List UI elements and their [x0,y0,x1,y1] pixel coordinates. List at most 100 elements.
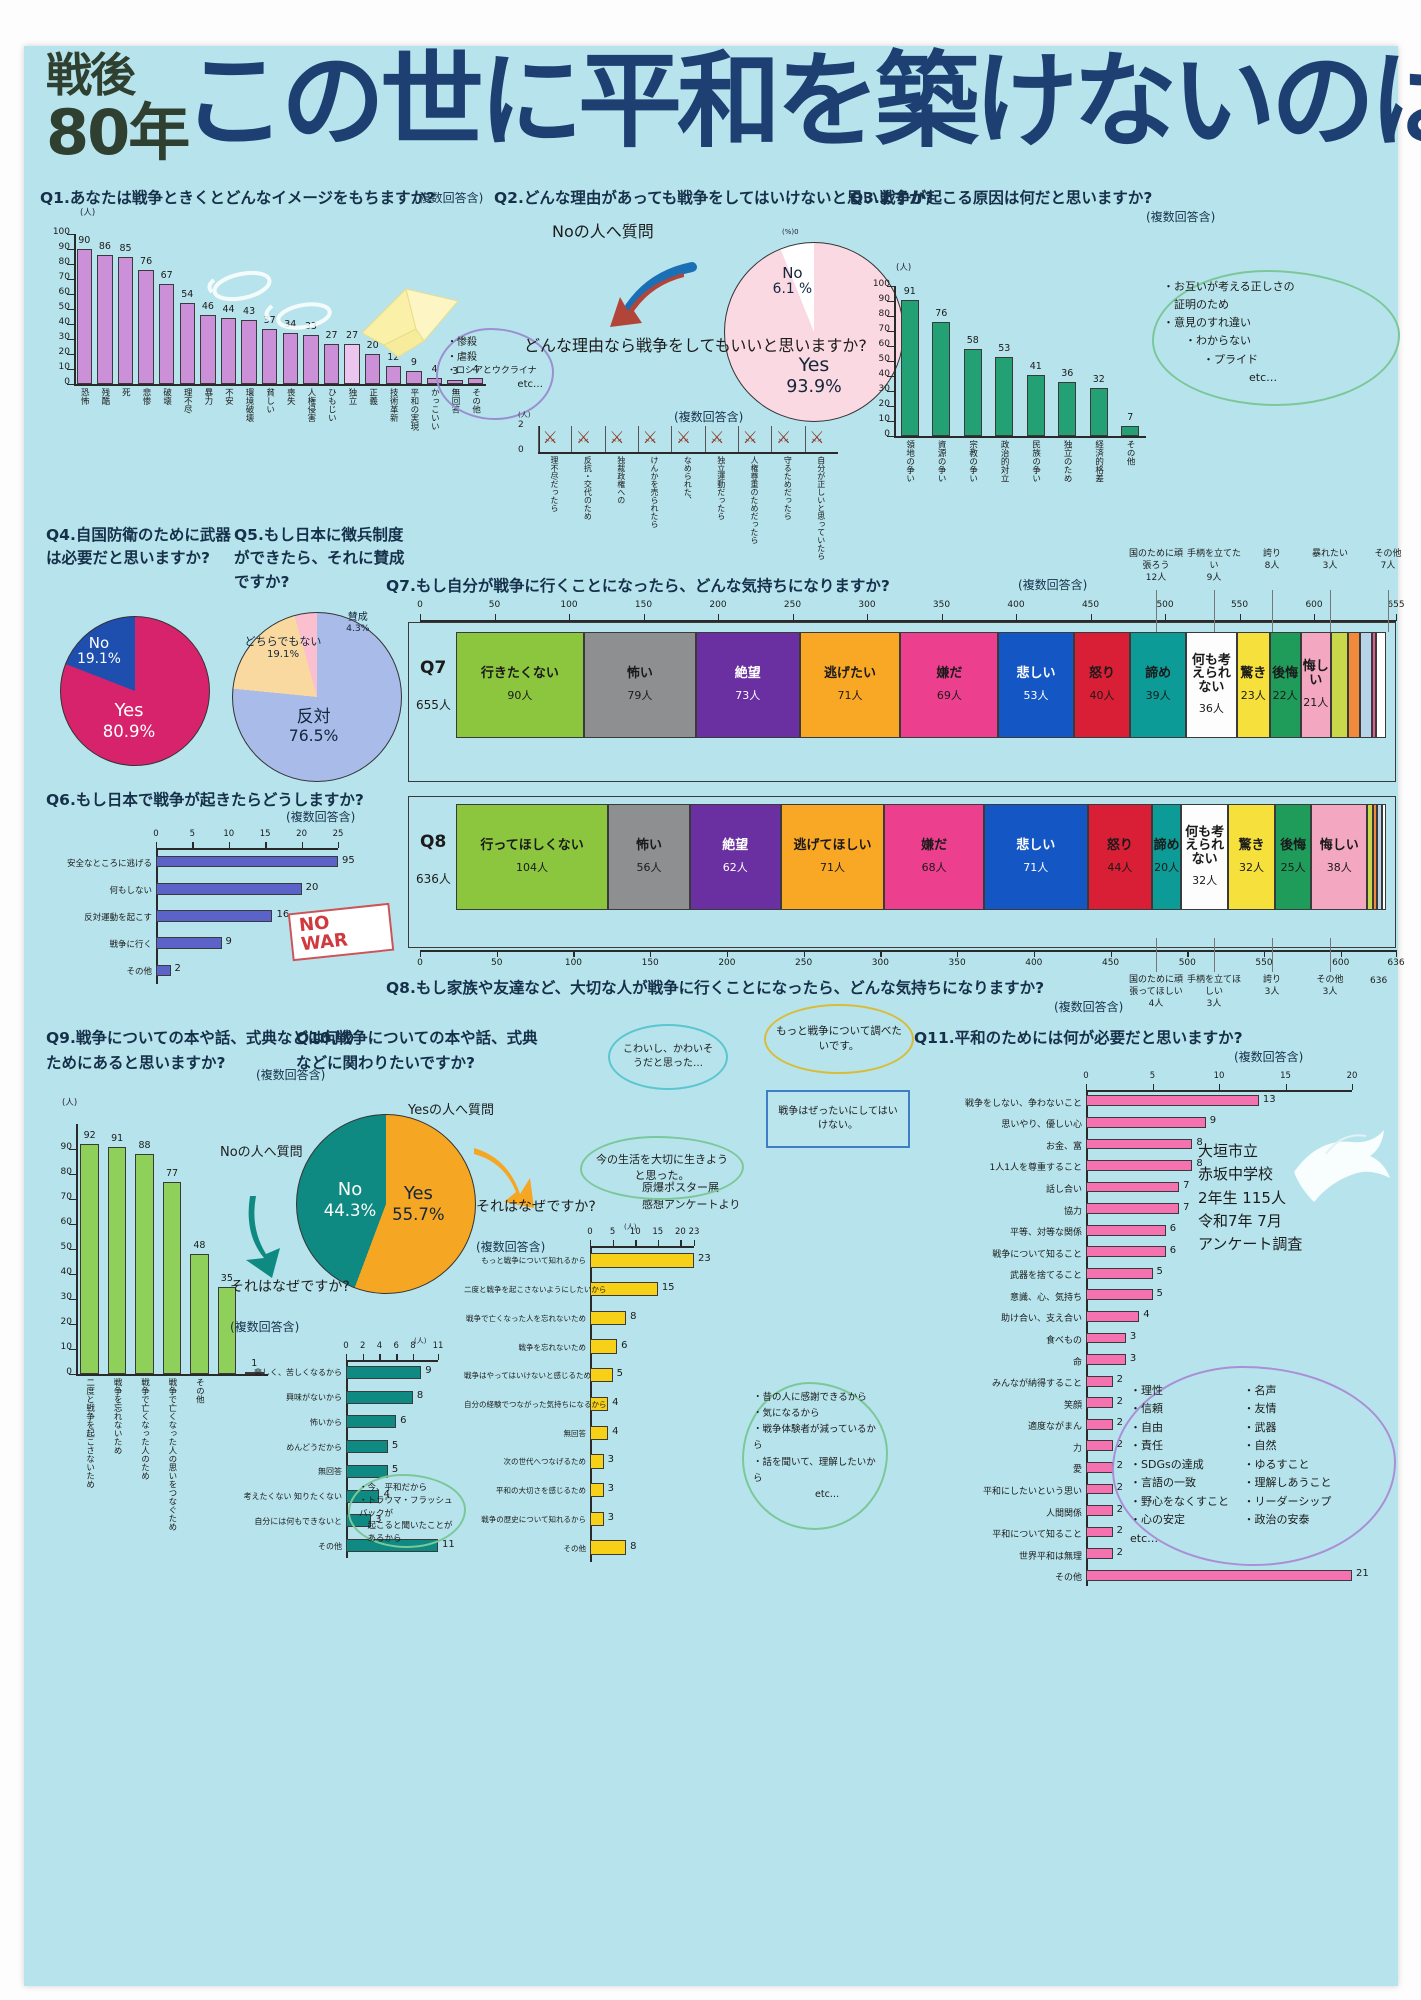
stacked-callout: 国のために頑張ろう 12人 [1128,548,1184,584]
bar [1086,1440,1113,1452]
bar-category-label: 政治的対立 [999,440,1010,483]
stacked-segment: 驚き 23人 [1236,632,1270,738]
q8-row-total: 636人 [416,872,451,886]
pie-slice-label: 賛成 4.3% [298,612,418,634]
axis-tick-label: 350 [932,600,951,610]
bar-category-label: 次の世代へつなげるため [503,1457,587,1467]
bar [1089,388,1108,436]
callout-name: 誇り [1262,549,1281,559]
callout-leader [1156,590,1157,632]
segment-value: 104人 [516,860,549,874]
callout-leader [1272,590,1273,632]
callout-name: 国のために頑張ってほしい [1128,975,1183,998]
x-tick-label: 10 [629,1227,641,1237]
x-tick [1152,1084,1154,1090]
y-tick [887,391,894,393]
bar-value-label: 3 [607,1483,614,1495]
bar [1086,1246,1166,1258]
bar-category-label: 平和にしたいという思い [982,1486,1082,1497]
segment-name: 行きたくない [480,666,559,682]
callout-value: 3人 [1206,999,1222,1010]
axis-tick-label: 450 [1081,600,1100,610]
segment-name: 怖い [635,838,662,854]
q3-note-line-4: ・プライド [1203,352,1258,366]
callout-name: その他 [1374,549,1402,559]
bar [385,366,401,384]
bar-value-label: 6 [400,1414,407,1426]
bar-category-label: 自分には何もできないと [254,1516,342,1526]
q10-yes-unit: (人) [624,1223,637,1231]
x-tick-label: 15 [1280,1071,1291,1081]
bar-category-label: 平和について知ること [992,1530,1082,1541]
bar-value-label: 2 [174,963,181,975]
bar-category-label: 思いやり、優しい心 [1001,1120,1082,1131]
q1-note-bubble: ・惨殺 ・虐殺 ・ロシアとウクライナ etc… [436,328,554,420]
segment-value: 79人 [627,688,653,702]
stacked-segment: 悲しい 53人 [998,632,1074,738]
y-tick-label: 70 [58,272,70,282]
bar [1086,1418,1113,1430]
q9-plot: 0 10 20 30 40 50 60 70 80 90 92 二度と戦争を起こさないため 91 戦争を忘… [42,1104,272,1534]
red-arrow-icon [610,262,697,327]
x-tick [362,1354,365,1360]
bar-category-label: 人権侵害 [305,388,316,422]
axis-tick-label: 150 [641,958,659,968]
axis-tick-label: 200 [709,600,727,610]
q10-yes-prompt: Yesの人へ質問 [408,1103,494,1118]
y-tick-label: 90 [58,242,70,252]
x-tick-label: 20 [675,1227,686,1237]
bar [1086,1203,1180,1214]
axis-tick-label: 500 [1156,600,1174,610]
x-tick [156,842,158,848]
q11-note-item-12: ・野心をなくすこと [1130,1494,1229,1508]
pie-slice-label: Yes 80.9% [69,700,189,741]
bar [1086,1569,1352,1581]
bar-category-label: めんどうだから [286,1442,342,1452]
x-tick [635,1240,637,1246]
q3-note-line-2: ・意見のすれ違い [1163,316,1251,330]
q7-axis: 0 50 100 150 200 250 300 350 400 450 500 550 600 655 [417,600,1405,622]
segment-value: 32人 [1192,874,1218,888]
rifle-icon: ⚔ [542,428,558,448]
q10-yes-note-1: ・気になるから [753,1408,820,1420]
axis-tick [1340,950,1343,957]
bar [590,1368,613,1383]
y-tick-label: 0 [518,445,524,455]
bar-value-label: 5 [391,1439,399,1451]
bar-value-label: 76 [140,256,153,267]
y-tick-label: 40 [60,1267,72,1277]
y-axis [894,286,896,436]
bar [1086,1224,1166,1236]
bar-category-label: 人間関係 [1045,1508,1082,1519]
q8-stacked-bar: 行ってほしくない 104人 怖い 56人 絶望 62人 逃げてほしい 71人 嫌だ 68人 悲しい 7… [456,804,1386,910]
axis-tick [496,950,499,957]
bar-value-label: 7 [1183,1201,1190,1213]
y-tick-label: 100 [52,227,70,237]
q10-yes-note-bubble: ・昔の人に感謝できるから ・気になるから ・戦争体験者が減っているから ・話を聞… [742,1382,888,1530]
q8-callouts: 国のために頑張ってほしい 4人 手柄を立てほしい 3人 誇り 3人 その他 3人 636 [408,938,1398,1032]
x-tick-label: 4 [376,1341,383,1351]
bar [217,1286,237,1374]
x-tick [346,1354,348,1360]
bar-value-label: 95 [342,854,355,866]
stacked-callout: その他 7人 [1360,548,1416,572]
y-tick [887,286,894,288]
stacked-segment [1381,804,1386,910]
stacked-segment [1371,632,1377,738]
bar-category-label: 破壊 [161,388,172,405]
x-axis [894,436,1146,438]
sub-bar-cell [638,426,671,452]
bar-category-label: 平和の実現 [408,388,419,431]
callout-leader [1214,938,1215,972]
sub-bar-cell [604,426,638,452]
bar [590,1540,627,1555]
bar-value-label: 4 [612,1425,619,1437]
bar-value-label: 5 [1156,1266,1163,1278]
y-tick [67,264,74,266]
bar [1086,1095,1259,1107]
q2-followup-question: どんな理由なら戦争をしてもいいと思いますか? [524,336,867,355]
q1-subtitle: (複数回答含) [414,191,484,205]
segment-value: 44人 [1107,860,1133,874]
pie-slice-name: 反対 [296,706,331,727]
q3-subtitle: (複数回答含) [1146,210,1216,224]
